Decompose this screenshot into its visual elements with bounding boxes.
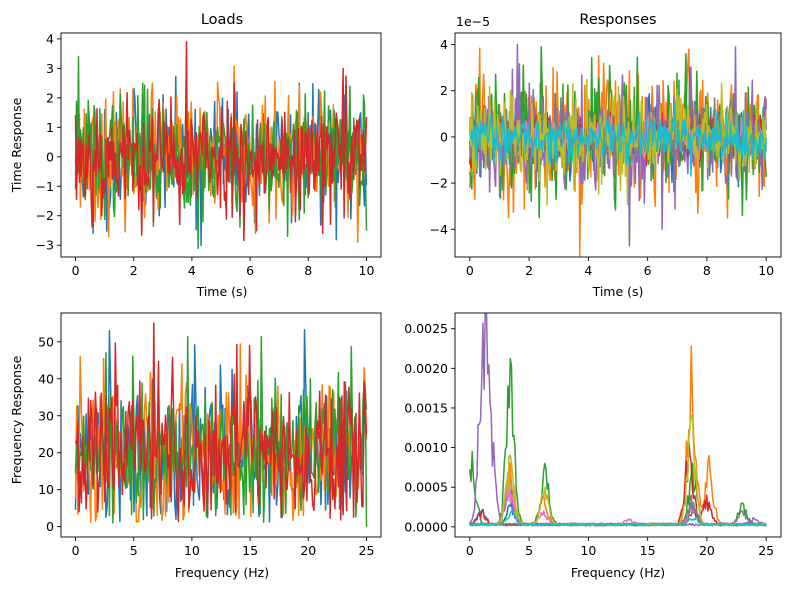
x-tick-label: 4 bbox=[584, 263, 592, 278]
y-tick-label: 40 bbox=[38, 371, 54, 386]
x-tick-label: 10 bbox=[758, 263, 774, 278]
x-tick-label: 5 bbox=[130, 543, 138, 558]
x-axis-label: Time (s) bbox=[592, 284, 644, 299]
y-axis-label: Time Response bbox=[9, 97, 24, 193]
x-tick-label: 10 bbox=[580, 543, 596, 558]
x-axis-label: Time (s) bbox=[196, 284, 248, 299]
y-tick-label: 50 bbox=[38, 334, 54, 349]
y-tick-label: 0.0010 bbox=[404, 440, 448, 455]
y-tick-label: 20 bbox=[38, 445, 54, 460]
x-tick-label: 6 bbox=[644, 263, 652, 278]
y-tick-label: −1 bbox=[36, 179, 54, 194]
series-group bbox=[74, 41, 368, 249]
x-tick-label: 0 bbox=[466, 543, 474, 558]
plot-frame bbox=[454, 312, 782, 538]
y-tick-label: 0.0005 bbox=[404, 480, 448, 495]
x-tick-label: 15 bbox=[640, 543, 656, 558]
chart-title: Responses bbox=[579, 12, 656, 28]
loads-time-chart: Loads Time (s) Time Response 0 2 4 6 8 10−3−2… bbox=[9, 12, 382, 299]
series-line-9 bbox=[469, 78, 767, 206]
y-tick-label: 3 bbox=[46, 61, 54, 76]
y-tick-label: 0.0000 bbox=[404, 519, 448, 534]
x-axis-label: Frequency (Hz) bbox=[571, 565, 665, 580]
x-tick-label: 0 bbox=[72, 263, 80, 278]
x-tick-label: 2 bbox=[525, 263, 533, 278]
y-tick-label: 0.0020 bbox=[404, 361, 448, 376]
x-axis-label: Frequency (Hz) bbox=[175, 565, 269, 580]
series-line-3 bbox=[74, 335, 368, 527]
plot-frame bbox=[60, 32, 382, 258]
x-tick-label: 20 bbox=[699, 543, 715, 558]
chart-title: Loads bbox=[201, 12, 243, 28]
series-line-4 bbox=[74, 41, 368, 242]
y-tick-label: 4 bbox=[46, 31, 54, 46]
x-tick-label: 20 bbox=[300, 543, 316, 558]
x-tick-label: 6 bbox=[246, 263, 254, 278]
plot-frame bbox=[454, 32, 782, 258]
x-tick-label: 15 bbox=[242, 543, 258, 558]
plot-frame bbox=[60, 312, 382, 538]
x-tick-label: 10 bbox=[184, 543, 200, 558]
x-tick-label: 8 bbox=[703, 263, 711, 278]
y-tick-label: 0 bbox=[440, 129, 448, 144]
y-tick-label: 4 bbox=[440, 37, 448, 52]
x-tick-label: 10 bbox=[359, 263, 375, 278]
x-tick-label: 4 bbox=[188, 263, 196, 278]
y-tick-label: 10 bbox=[38, 482, 54, 497]
x-tick-label: 0 bbox=[72, 543, 80, 558]
loads-frequency-chart: Frequency (Hz) Frequency Response 0 5 10 15… bbox=[9, 312, 382, 580]
y-tick-label: 0.0025 bbox=[404, 321, 448, 336]
y-axis-label: Frequency Response bbox=[9, 355, 24, 484]
x-tick-label: 5 bbox=[525, 543, 533, 558]
y-tick-label: 0 bbox=[46, 149, 54, 164]
y-tick-label: −4 bbox=[430, 222, 448, 237]
series-group bbox=[469, 313, 767, 527]
x-tick-label: 2 bbox=[130, 263, 138, 278]
y-tick-label: 2 bbox=[46, 90, 54, 105]
y-tick-label: −2 bbox=[36, 208, 54, 223]
x-tick-label: 0 bbox=[466, 263, 474, 278]
responses-time-chart: Responses Time (s) 1e−5 0 2 4 6 8 10 −4 −2 0 2 4 bbox=[430, 12, 782, 299]
series-line-10 bbox=[469, 100, 767, 177]
x-tick-label: 8 bbox=[304, 263, 312, 278]
y-tick-label: −3 bbox=[36, 238, 54, 253]
series-group bbox=[74, 322, 368, 527]
y-axis-offset-text: 1e−5 bbox=[456, 14, 490, 29]
series-line-10 bbox=[469, 510, 767, 527]
series-line-4 bbox=[74, 322, 368, 523]
y-tick-label: 0.0015 bbox=[404, 400, 448, 415]
series-group bbox=[469, 43, 767, 257]
responses-frequency-chart: Frequency (Hz) 0 5 10 15 20 25 0.0000 0.0005 0.0… bbox=[404, 312, 782, 580]
y-tick-label: 30 bbox=[38, 408, 54, 423]
y-tick-label: 0 bbox=[46, 519, 54, 534]
x-tick-label: 25 bbox=[758, 543, 774, 558]
x-tick-label: 25 bbox=[359, 543, 375, 558]
y-tick-label: −2 bbox=[430, 176, 448, 191]
y-tick-label: 2 bbox=[440, 83, 448, 98]
y-tick-label: 1 bbox=[46, 120, 54, 135]
